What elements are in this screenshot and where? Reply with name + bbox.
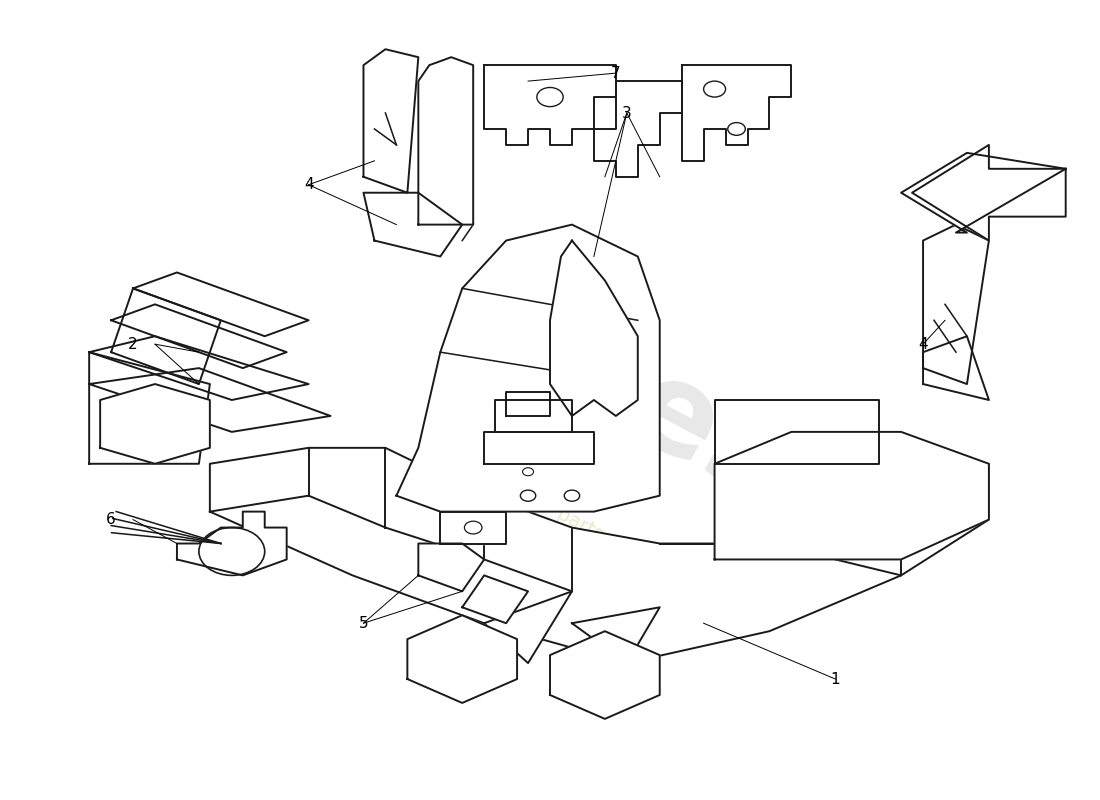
Polygon shape [440,512,506,543]
Polygon shape [923,336,989,400]
Polygon shape [901,153,1066,233]
Polygon shape [550,631,660,719]
Polygon shape [715,432,989,559]
Text: eces: eces [469,272,806,528]
Polygon shape [912,145,1066,241]
Polygon shape [89,352,210,464]
Polygon shape [133,273,309,336]
Text: 4: 4 [304,178,313,192]
Polygon shape [363,193,462,257]
Polygon shape [572,607,660,663]
Polygon shape [484,591,572,663]
Text: 2: 2 [129,337,138,352]
Polygon shape [462,575,528,623]
Text: 1: 1 [830,671,840,686]
Polygon shape [682,65,791,161]
Text: 7: 7 [610,66,620,81]
Text: 3: 3 [621,106,631,121]
Polygon shape [177,512,287,575]
Polygon shape [594,81,682,177]
Polygon shape [923,225,989,384]
Text: 5: 5 [359,616,369,630]
Text: 4: 4 [918,337,928,352]
Text: a passion for parts since 1985: a passion for parts since 1985 [438,442,706,597]
Text: 6: 6 [107,512,116,527]
Polygon shape [418,57,473,225]
Polygon shape [363,50,418,193]
Polygon shape [506,392,550,416]
Polygon shape [89,368,331,432]
Polygon shape [484,432,594,464]
Polygon shape [100,384,210,464]
Polygon shape [484,65,616,145]
Polygon shape [495,400,572,432]
Polygon shape [407,615,517,703]
Polygon shape [89,336,309,400]
Polygon shape [550,241,638,416]
Polygon shape [396,225,660,512]
Polygon shape [111,288,221,384]
Polygon shape [210,448,989,663]
Polygon shape [418,543,484,591]
Polygon shape [715,400,879,464]
Polygon shape [111,304,287,368]
